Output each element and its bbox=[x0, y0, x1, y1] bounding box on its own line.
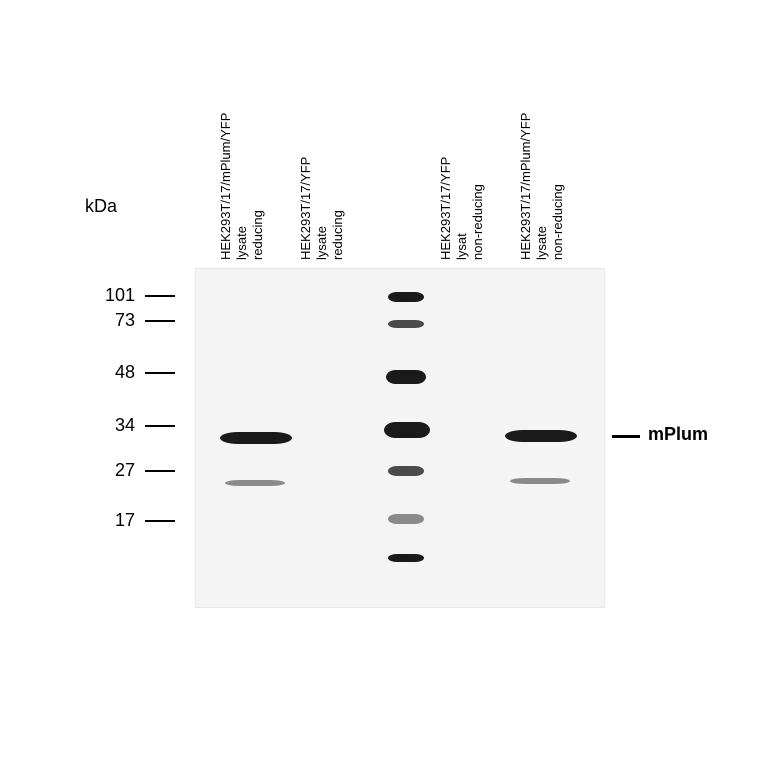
ladder-band bbox=[388, 292, 424, 302]
marker-label: 34 bbox=[95, 415, 135, 436]
band-lane4-minor bbox=[510, 478, 570, 484]
band-lane4-main bbox=[505, 430, 577, 442]
marker-label: 17 bbox=[95, 510, 135, 531]
lane-label-4-line1: HEK293T/17/mPlum/YFP bbox=[518, 60, 533, 260]
ladder-band bbox=[388, 466, 424, 476]
ladder-band bbox=[388, 514, 424, 524]
lane-label-4-line3: non-reducing bbox=[550, 60, 565, 260]
lane-label-3-line1: HEK293T/17/YFP bbox=[438, 60, 453, 260]
lane-label-1-line1: HEK293T/17/mPlum/YFP bbox=[218, 60, 233, 260]
marker-label: 48 bbox=[95, 362, 135, 383]
band-lane1-minor bbox=[225, 480, 285, 486]
lane-label-2-line1: HEK293T/17/YFP bbox=[298, 60, 313, 260]
marker-tick bbox=[145, 372, 175, 374]
marker-label: 73 bbox=[95, 310, 135, 331]
marker-tick bbox=[145, 470, 175, 472]
lane-label-1-line3: reducing bbox=[250, 60, 265, 260]
ladder-band bbox=[386, 370, 426, 384]
lane-label-2-line2: lysate bbox=[314, 60, 329, 260]
marker-tick bbox=[145, 320, 175, 322]
marker-label: 27 bbox=[95, 460, 135, 481]
target-label: mPlum bbox=[648, 424, 708, 445]
marker-tick bbox=[145, 295, 175, 297]
lane-label-3-line3: non-reducing bbox=[470, 60, 485, 260]
target-tick bbox=[612, 435, 640, 438]
axis-unit-label: kDa bbox=[85, 196, 117, 217]
lane-label-2-line3: reducing bbox=[330, 60, 345, 260]
band-lane1-main bbox=[220, 432, 292, 444]
lane-label-4-line2: lysate bbox=[534, 60, 549, 260]
ladder-band bbox=[384, 422, 430, 438]
marker-tick bbox=[145, 520, 175, 522]
western-blot-figure: kDa 101 73 48 34 27 17 HEK293T/17/mPlum/… bbox=[0, 0, 764, 764]
marker-tick bbox=[145, 425, 175, 427]
lane-label-1-line2: lysate bbox=[234, 60, 249, 260]
lane-label-3-line2: lysat bbox=[454, 60, 469, 260]
ladder-band bbox=[388, 554, 424, 562]
marker-label: 101 bbox=[95, 285, 135, 306]
ladder-band bbox=[388, 320, 424, 328]
